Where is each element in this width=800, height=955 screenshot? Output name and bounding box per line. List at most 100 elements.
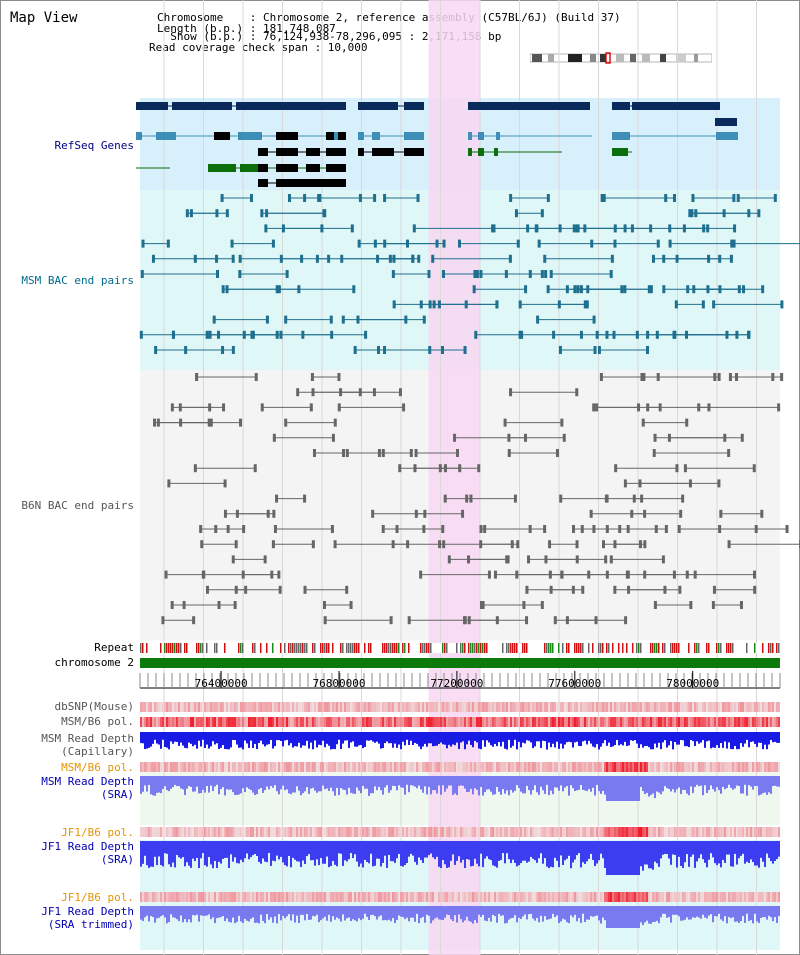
repeat-element (200, 643, 202, 653)
msm-pol-sra-cell (448, 762, 450, 772)
jf1-depth-sra-bar (504, 841, 506, 864)
msm-depth-sra-bar (620, 776, 622, 801)
msm-depth-cap-bar (240, 732, 242, 748)
repeat-element (640, 643, 642, 653)
msm-depth-sra-bar (262, 776, 264, 793)
msm-depth-cap-bar (548, 732, 550, 743)
repeat-element (312, 643, 314, 653)
chromosome-ideogram[interactable] (530, 52, 712, 64)
msm-pol-sra-cell (726, 762, 728, 772)
b6n-bac-pair-end (689, 601, 693, 609)
msm-pol-sra-cell (582, 762, 584, 772)
msm-pol-sra-cell (350, 762, 352, 772)
jf1-pol-trim-cell (202, 892, 204, 902)
msm-depth-sra-bar (410, 776, 412, 786)
msm-bac-pair-end (221, 285, 225, 294)
b6n-bac-pair-end (443, 494, 447, 503)
jf1-pol-trim-cell (638, 892, 640, 902)
msm-depth-cap-bar (556, 732, 558, 742)
dbsnp-cell (770, 702, 772, 712)
jf1-depth-sra-bar (234, 841, 236, 858)
msm-depth-sra-bar (264, 776, 266, 791)
msm-pol-sra-cell (440, 762, 442, 772)
jf1-depth-trim-bar (598, 906, 600, 921)
jf1-depth-trim-bar (304, 906, 306, 921)
msm-depth-cap-bar (146, 732, 148, 749)
msm-pol-cell (680, 717, 682, 727)
b6n-bac-pair-end (760, 509, 764, 518)
msm-pol-cell (152, 717, 154, 727)
repeat-element (510, 643, 512, 653)
msm-pol-sra-cell (718, 762, 720, 772)
msm-bac-pair-end (341, 315, 345, 324)
msm-pol-cell (482, 717, 484, 727)
msm-bac-pair-end (427, 270, 431, 278)
repeat-element (370, 643, 372, 653)
msm-depth-cap-bar (512, 732, 514, 746)
jf1-pol-cell (516, 827, 518, 837)
dbsnp-cell (350, 702, 352, 712)
jf1-pol-cell (486, 827, 488, 837)
msm-depth-sra-bar (750, 776, 752, 787)
msm-pol-cell (606, 717, 608, 727)
msm-pol-sra-cell (162, 762, 164, 772)
msm-pol-sra-cell (622, 762, 624, 772)
msm-depth-cap-bar (376, 732, 378, 742)
b6n-bac-pair-end (153, 418, 157, 427)
jf1-depth-sra-bar (634, 841, 636, 875)
jf1-pol-trim-cell (772, 892, 774, 902)
jf1-depth-sra-bar (642, 841, 644, 871)
msm-pol-cell (246, 717, 248, 727)
dbsnp-cell (230, 702, 232, 712)
msm-depth-cap-bar (742, 732, 744, 747)
jf1-depth-sra-bar (168, 841, 170, 865)
jf1-pol-trim-cell (238, 892, 240, 902)
jf1-pol-trim-cell (178, 892, 180, 902)
jf1-pol-trim-cell (274, 892, 276, 902)
repeat-element (328, 643, 330, 653)
msm-pol-cell (578, 717, 580, 727)
msm-pol-sra-cell (290, 762, 292, 772)
msm-depth-sra-bar (574, 776, 576, 792)
jf1-pol-trim-cell (510, 892, 512, 902)
msm-pol-sra-cell (538, 762, 540, 772)
jf1-pol-cell (208, 827, 210, 837)
jf1-depth-trim-bar (432, 906, 434, 921)
msm-pol-cell (472, 717, 474, 727)
jf1-depth-sra-bar (446, 841, 448, 868)
jf1-depth-sra-bar (444, 841, 446, 865)
dbsnp-cell (318, 702, 320, 712)
msm-pol-sra-cell (202, 762, 204, 772)
jf1-depth-sra-bar (518, 841, 520, 866)
dbsnp-cell (286, 702, 288, 712)
msm-depth-cap-bar (730, 732, 732, 750)
jf1-depth-sra-bar (498, 841, 500, 861)
msm-pol-cell (362, 717, 364, 727)
msm-pol-cell (770, 717, 772, 727)
repeat-element (396, 643, 398, 653)
msm-depth-sra-bar (166, 776, 168, 791)
b6n-bac-pair-end (623, 479, 627, 488)
gene-exon (326, 148, 346, 156)
jf1-depth-sra-bar (760, 841, 762, 858)
jf1-pol-trim-cell (634, 892, 636, 902)
jf1-pol-trim-cell (300, 892, 302, 902)
msm-depth-sra-bar (682, 776, 684, 790)
jf1-pol-trim-cell (398, 892, 400, 902)
msm-pol-sra-cell (466, 762, 468, 772)
msm-pol-sra-cell (518, 762, 520, 772)
msm-bac-pair-end (285, 270, 289, 278)
jf1-pol-trim-cell (552, 892, 554, 902)
msm-depth-cap-bar (574, 732, 576, 743)
msm-depth-cap-bar (510, 732, 512, 748)
msm-pol-sra-cell (560, 762, 562, 772)
msm-depth-cap-bar (640, 732, 642, 745)
jf1-pol-trim-cell (306, 892, 308, 902)
b6n-bac-pair-end (311, 540, 315, 549)
msm-depth-sra-bar (320, 776, 322, 792)
msm-pol-cell (516, 717, 518, 727)
jf1-depth-sra-bar (554, 841, 556, 858)
jf1-depth-trim-bar (470, 906, 472, 922)
msm-depth-cap-bar (286, 732, 288, 740)
